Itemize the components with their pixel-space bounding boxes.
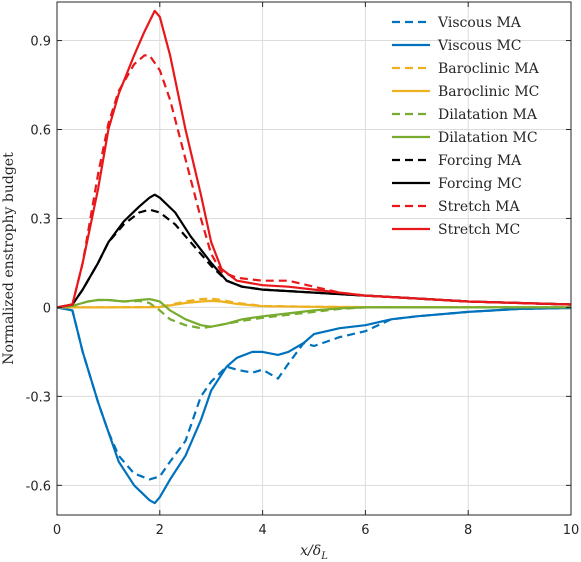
y-axis-label: Normalized enstrophy budget	[1, 152, 17, 365]
x-tick-label: 0	[53, 523, 61, 538]
legend-label-dilatation-ma: Dilatation MA	[438, 107, 538, 123]
series-line-viscous-mc	[56, 306, 572, 505]
x-axis-label-sub: L	[320, 551, 328, 562]
legend-label-viscous-mc: Viscous MC	[437, 38, 522, 54]
series-line-viscous-ma	[56, 306, 572, 481]
x-tick-label: 4	[258, 523, 266, 538]
plot-lines	[56, 9, 572, 505]
series-line-dilatation-ma	[56, 298, 571, 330]
grid	[56, 2, 572, 515]
axis-frame	[56, 1, 572, 516]
series-line-stretch-mc	[56, 9, 572, 309]
legend: Viscous MA Viscous MC Baroclinic MA Barocli…	[392, 15, 540, 238]
y-tick-label: 0.6	[30, 124, 51, 139]
x-tick-label: 8	[464, 523, 472, 538]
legend-label-forcing-ma: Forcing MA	[438, 153, 522, 169]
legend-label-stretch-mc: Stretch MC	[438, 222, 520, 238]
legend-label-baroclinic-mc: Baroclinic MC	[438, 84, 539, 100]
legend-label-baroclinic-ma: Baroclinic MA	[438, 61, 540, 77]
x-axis-label: x/δL	[300, 543, 328, 562]
y-tick-labels: -0.6 -0.3 0 0.3 0.6 0.9	[26, 35, 51, 495]
y-tick-label: -0.6	[26, 479, 51, 494]
legend-label-stretch-ma: Stretch MA	[438, 199, 520, 215]
y-tick-label: 0	[43, 301, 51, 316]
legend-label-viscous-ma: Viscous MA	[437, 15, 522, 31]
legend-label-dilatation-mc: Dilatation MC	[438, 130, 538, 146]
y-tick-label: -0.3	[26, 390, 51, 405]
legend-label-forcing-mc: Forcing MC	[438, 176, 522, 192]
x-axis-label-main: x/δ	[300, 543, 321, 559]
x-tick-label: 6	[361, 523, 369, 538]
x-tick-labels: 0 2 4 6 8 10	[53, 523, 579, 538]
y-tick-label: 0.9	[30, 35, 51, 50]
x-tick-label: 10	[563, 523, 580, 538]
ticks	[56, 2, 572, 515]
series-line-dilatation-mc	[56, 298, 571, 328]
series-line-stretch-ma	[56, 54, 572, 309]
x-tick-label: 2	[156, 523, 164, 538]
y-tick-label: 0.3	[30, 212, 51, 227]
